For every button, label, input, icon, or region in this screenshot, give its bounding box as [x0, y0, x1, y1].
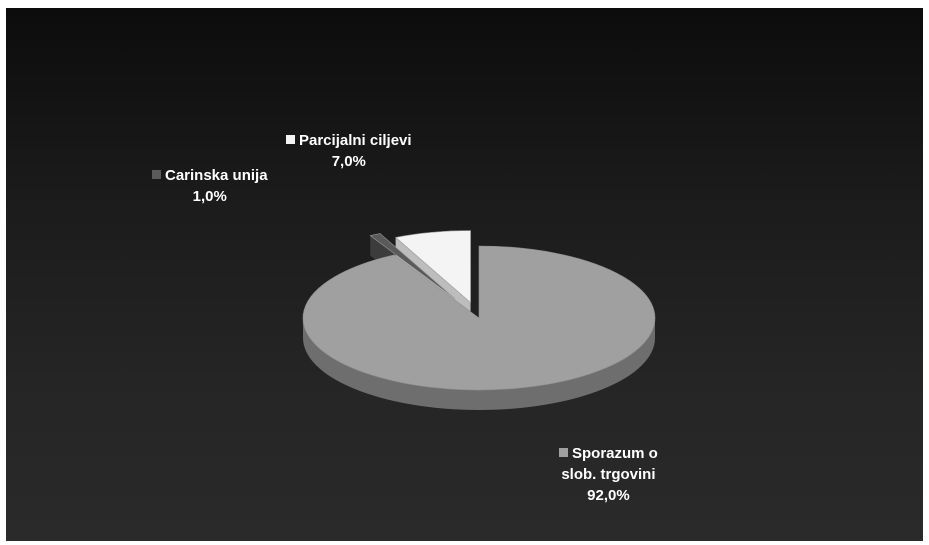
label-sporazum: Sporazum o slob. trgovini 92,0%: [559, 443, 658, 506]
label-text-parcijalni: Parcijalni ciljevi: [299, 132, 412, 149]
label-carinska-unija: Carinska unija 1,0%: [152, 165, 268, 207]
slice-sporazum-side: [303, 318, 655, 410]
pie-chart: [302, 230, 656, 410]
chart-area: Parcijalni ciljevi 7,0% Carinska unija 1…: [6, 8, 923, 541]
label-text-carinska: Carinska unija: [165, 167, 268, 184]
slice-carinska: [369, 233, 456, 299]
slice-sporazum: [302, 245, 656, 391]
legend-swatch-carinska: [152, 170, 161, 179]
label-parcijalni-ciljevi: Parcijalni ciljevi 7,0%: [286, 130, 412, 172]
value-label-sporazum: 92,0%: [587, 487, 630, 504]
legend-swatch-parcijalni: [286, 135, 295, 144]
value-label-parcijalni: 7,0%: [331, 153, 366, 170]
label-text-sporazum-2: slob. trgovini: [561, 466, 656, 483]
slice-parcijalni: [394, 230, 471, 304]
legend-swatch-sporazum: [559, 448, 568, 457]
value-label-carinska: 1,0%: [192, 188, 227, 205]
label-text-sporazum-1: Sporazum o: [572, 445, 658, 462]
